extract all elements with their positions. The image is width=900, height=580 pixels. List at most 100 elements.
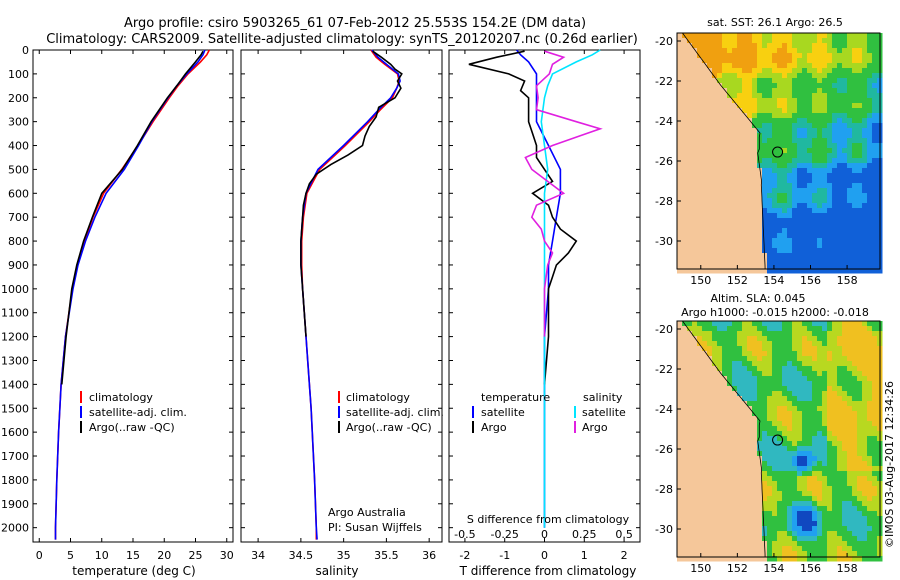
map-cell xyxy=(772,466,778,472)
map-cell xyxy=(852,351,858,357)
map-cell xyxy=(722,321,728,327)
map-cell xyxy=(762,371,768,377)
map-cell xyxy=(867,203,873,209)
map-cell xyxy=(812,556,818,562)
map-cell xyxy=(867,68,873,74)
map-cell xyxy=(782,248,788,254)
map-cell xyxy=(807,158,813,164)
map-cell xyxy=(722,68,728,74)
map-cell xyxy=(822,531,828,537)
map-cell xyxy=(872,366,878,372)
map-cell xyxy=(727,356,733,362)
map-cell xyxy=(722,203,728,209)
map-cell xyxy=(787,411,793,417)
map-cell xyxy=(822,326,828,332)
map-cell xyxy=(832,53,838,59)
map-cell xyxy=(687,446,693,452)
depth-tick-label: 600 xyxy=(8,187,29,200)
map-cell xyxy=(872,78,878,84)
map-cell xyxy=(787,68,793,74)
map-cell xyxy=(772,381,778,387)
map-cell xyxy=(847,436,853,442)
map-cell xyxy=(837,496,843,502)
map-cell xyxy=(737,451,743,457)
map-cell xyxy=(752,556,758,562)
map-cell xyxy=(807,193,813,199)
map-cell xyxy=(852,78,858,84)
map-cell xyxy=(697,501,703,507)
map-cell xyxy=(792,346,798,352)
map-cell xyxy=(772,351,778,357)
salinity-annotation-line1: Argo Australia xyxy=(328,506,406,519)
lon-tick-label: 150 xyxy=(690,562,711,575)
map-cell xyxy=(762,183,768,189)
map-cell xyxy=(677,476,683,482)
map-cell xyxy=(677,218,683,224)
map-cell xyxy=(722,431,728,437)
map-cell xyxy=(812,153,818,159)
map-cell xyxy=(762,416,768,422)
map-cell xyxy=(762,58,768,64)
map-cell xyxy=(862,411,868,417)
map-cell xyxy=(752,491,758,497)
map-cell xyxy=(742,531,748,537)
map-cell xyxy=(712,516,718,522)
map-cell xyxy=(732,68,738,74)
map-cell xyxy=(692,486,698,492)
map-cell xyxy=(812,401,818,407)
map-cell xyxy=(712,158,718,164)
map-cell xyxy=(782,456,788,462)
map-cell xyxy=(722,263,728,269)
map-cell xyxy=(742,346,748,352)
map-cell xyxy=(802,258,808,264)
map-cell xyxy=(767,336,773,342)
map-cell xyxy=(722,193,728,199)
map-cell xyxy=(792,43,798,49)
map-cell xyxy=(837,183,843,189)
difference-xlabel-top: S difference from climatology xyxy=(467,513,630,526)
map-cell xyxy=(872,426,878,432)
map-cell xyxy=(682,501,688,507)
map-cell xyxy=(752,33,758,39)
map-cell xyxy=(687,456,693,462)
map-cell xyxy=(807,108,813,114)
map-cell xyxy=(757,556,763,562)
map-cell xyxy=(747,268,753,274)
map-cell xyxy=(837,33,843,39)
map-cell xyxy=(712,128,718,134)
map-cell xyxy=(812,351,818,357)
map-cell xyxy=(702,501,708,507)
map-cell xyxy=(797,366,803,372)
lat-tick-label: -28 xyxy=(655,483,673,496)
map-cell xyxy=(787,496,793,502)
map-cell xyxy=(832,456,838,462)
lat-tick-label: -20 xyxy=(655,323,673,336)
map-cell xyxy=(797,356,803,362)
map-cell xyxy=(712,401,718,407)
map-cell xyxy=(677,321,683,327)
map-cell xyxy=(797,193,803,199)
map-cell xyxy=(777,208,783,214)
map-cell xyxy=(742,33,748,39)
map-cell xyxy=(692,411,698,417)
map-cell xyxy=(867,163,873,169)
map-cell xyxy=(782,88,788,94)
map-cell xyxy=(782,133,788,139)
map-cell xyxy=(862,238,868,244)
map-cell xyxy=(832,113,838,119)
map-cell xyxy=(797,108,803,114)
map-cell xyxy=(702,461,708,467)
map-cell xyxy=(762,321,768,327)
map-cell xyxy=(812,521,818,527)
map-cell xyxy=(812,228,818,234)
map-cell xyxy=(842,556,848,562)
map-cell xyxy=(757,531,763,537)
map-cell xyxy=(762,83,768,89)
map-cell xyxy=(757,123,763,129)
map-cell xyxy=(692,526,698,532)
map-cell xyxy=(722,366,728,372)
map-cell xyxy=(757,436,763,442)
map-cell xyxy=(707,223,713,229)
map-cell xyxy=(737,396,743,402)
map-cell xyxy=(827,63,833,69)
